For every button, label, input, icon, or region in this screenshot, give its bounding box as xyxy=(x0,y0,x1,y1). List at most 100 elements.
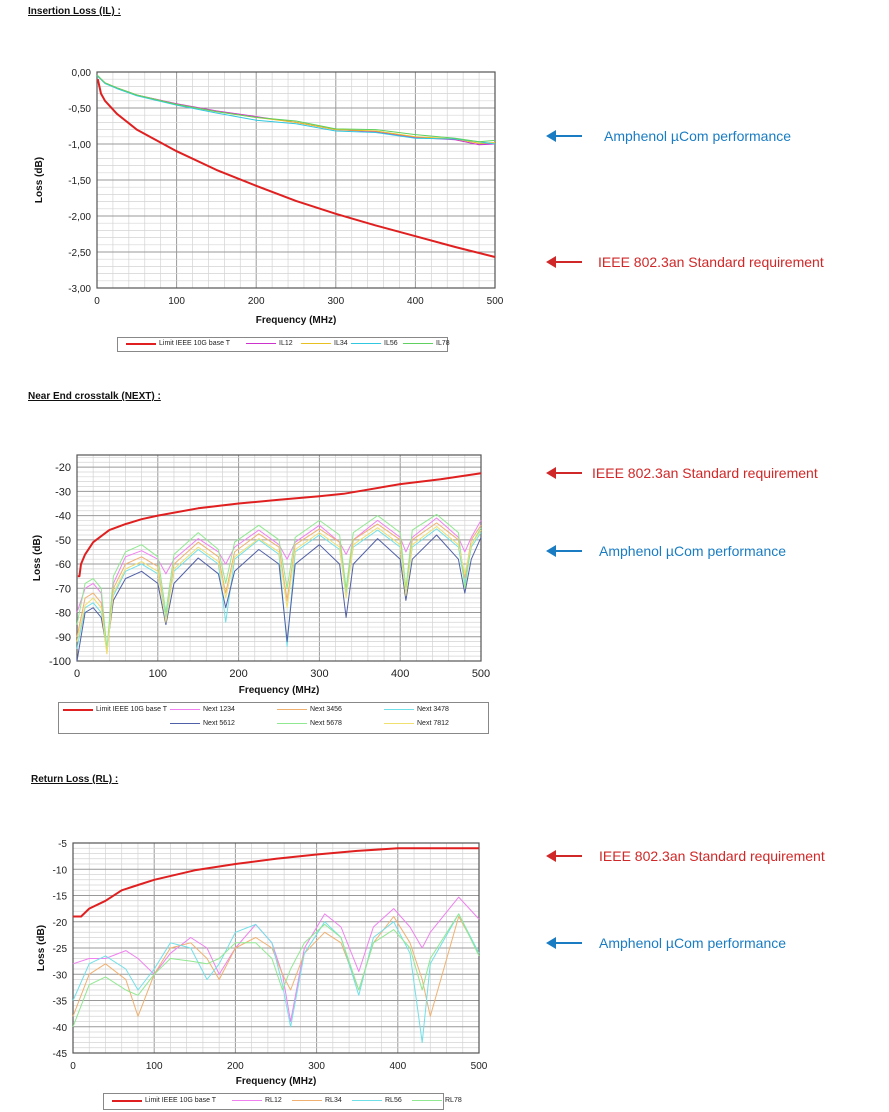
legend-item: IL78 xyxy=(403,340,450,347)
legend-swatch xyxy=(63,708,93,711)
y-tick-label: -40 xyxy=(55,511,71,523)
legend-item: Limit IEEE 10G base T xyxy=(126,340,230,347)
series-line-rl78 xyxy=(72,913,480,1027)
annotation-text: Amphenol µCom performance xyxy=(599,543,787,559)
legend-item: Limit IEEE 10G base T xyxy=(63,706,167,713)
legend-label: Next 3456 xyxy=(310,706,342,713)
x-tick-label: 400 xyxy=(407,296,424,307)
chart-2: 0 100 200 300 400 500 -5 -10 -15 -20 -25 -30 -35 -40 -… xyxy=(36,839,488,1087)
x-tick-label: 0 xyxy=(94,296,100,307)
y-tick-label: -15 xyxy=(53,892,68,903)
legend-swatch xyxy=(292,1100,322,1101)
x-tick-label: 0 xyxy=(74,668,80,680)
legend-insertion-loss: Limit IEEE 10G base T IL12 IL34 IL56 IL78 xyxy=(117,337,450,352)
y-tick-label: -40 xyxy=(53,1023,68,1034)
legend-label: Limit IEEE 10G base T xyxy=(145,1097,217,1104)
series-line-rl34 xyxy=(72,916,480,1017)
y-tick-label: -3,00 xyxy=(68,284,91,295)
legend-label: IL12 xyxy=(279,340,293,347)
legend-swatch xyxy=(232,1100,262,1101)
legend-label: Next 5678 xyxy=(310,720,342,727)
arrow-left-icon xyxy=(546,545,582,557)
legend-label: RL12 xyxy=(265,1097,282,1104)
annotation-text: Amphenol µCom performance xyxy=(599,935,787,951)
legend-label: Limit IEEE 10G base T xyxy=(96,706,168,713)
legend-item: Next 3456 xyxy=(277,706,342,713)
annotation-text: IEEE 802.3an Standard requirement xyxy=(598,254,824,270)
legend-swatch xyxy=(351,343,381,344)
legend-swatch xyxy=(126,342,156,345)
annotation-il-standard: IEEE 802.3an Standard requirement xyxy=(546,254,824,270)
x-tick-label: 500 xyxy=(487,296,504,307)
legend-swatch xyxy=(277,723,307,724)
legend-next: Limit IEEE 10G base T Next 1234 Next 3456 N… xyxy=(58,702,489,734)
arrow-left-icon xyxy=(546,256,582,268)
y-tick-label: -10 xyxy=(53,865,68,876)
legend-item: Next 7812 xyxy=(384,720,449,727)
legend-swatch xyxy=(277,709,307,710)
x-tick-label: 400 xyxy=(389,1061,406,1072)
x-axis-title: Frequency (MHz) xyxy=(236,1076,317,1087)
y-tick-label: -5 xyxy=(58,839,67,850)
series-line-next-7812 xyxy=(76,526,482,655)
legend-item: Next 5612 xyxy=(170,720,235,727)
legend-swatch xyxy=(301,343,331,344)
legend-swatch xyxy=(170,723,200,724)
section-title-return-loss: Return Loss (RL) : xyxy=(31,774,119,785)
y-tick-label: -90 xyxy=(55,632,71,644)
x-tick-label: 200 xyxy=(227,1061,244,1072)
annotation-rl-performance: Amphenol µCom performance xyxy=(546,935,787,951)
legend-item: IL34 xyxy=(301,340,348,347)
series-line-next-5612 xyxy=(76,534,482,662)
x-tick-label: 300 xyxy=(308,1061,325,1072)
legend-swatch xyxy=(412,1100,442,1101)
y-tick-label: -1,50 xyxy=(68,176,91,187)
y-tick-label: -30 xyxy=(55,486,71,498)
y-tick-label: -2,50 xyxy=(68,248,91,259)
series-line-next-5678 xyxy=(76,513,482,650)
annotation-next-standard: IEEE 802.3an Standard requirement xyxy=(546,465,818,481)
legend-item: IL12 xyxy=(246,340,293,347)
series-line-limit-ieee-10g-base-t xyxy=(77,472,482,578)
legend-label: RL78 xyxy=(445,1097,462,1104)
y-axis-title: Loss (dB) xyxy=(32,535,43,581)
section-title-insertion-loss: Insertion Loss (IL) : xyxy=(28,6,121,17)
series-line-il56 xyxy=(96,75,496,145)
y-tick-label: -1,00 xyxy=(68,140,91,151)
x-axis-title: Frequency (MHz) xyxy=(256,315,337,326)
y-tick-label: -45 xyxy=(53,1049,68,1060)
legend-swatch xyxy=(352,1100,382,1101)
legend-swatch xyxy=(384,709,414,710)
y-axis-title: Loss (dB) xyxy=(36,925,47,971)
legend-item: Limit IEEE 10G base T xyxy=(112,1097,216,1104)
series-line-rl12 xyxy=(72,896,480,1022)
arrow-left-icon xyxy=(546,937,582,949)
legend-item: RL12 xyxy=(232,1097,282,1104)
y-tick-label: -25 xyxy=(53,944,68,955)
legend-label: Next 5612 xyxy=(203,720,235,727)
x-axis-title: Frequency (MHz) xyxy=(239,685,320,696)
legend-item: Next 1234 xyxy=(170,706,235,713)
legend-label: Next 1234 xyxy=(203,706,235,713)
series-line-limit-ieee-10g-base-t xyxy=(96,78,496,258)
legend-item: RL34 xyxy=(292,1097,342,1104)
legend-label: Next 3478 xyxy=(417,706,449,713)
legend-item: Next 5678 xyxy=(277,720,342,727)
y-tick-label: -30 xyxy=(53,970,68,981)
y-tick-label: 0,00 xyxy=(72,68,92,79)
legend-item: Next 3478 xyxy=(384,706,449,713)
annotation-il-performance: Amphenol µCom performance xyxy=(546,128,791,144)
y-tick-label: -0,50 xyxy=(68,104,91,115)
annotation-next-performance: Amphenol µCom performance xyxy=(546,543,787,559)
y-tick-label: -35 xyxy=(53,997,68,1008)
legend-item: IL56 xyxy=(351,340,398,347)
legend-label: RL34 xyxy=(325,1097,342,1104)
x-tick-label: 500 xyxy=(472,668,490,680)
series-line-limit-ieee-10g-base-t xyxy=(73,847,479,918)
legend-swatch xyxy=(403,343,433,344)
x-tick-label: 100 xyxy=(146,1061,163,1072)
x-tick-label: 400 xyxy=(391,668,409,680)
x-tick-label: 300 xyxy=(327,296,344,307)
